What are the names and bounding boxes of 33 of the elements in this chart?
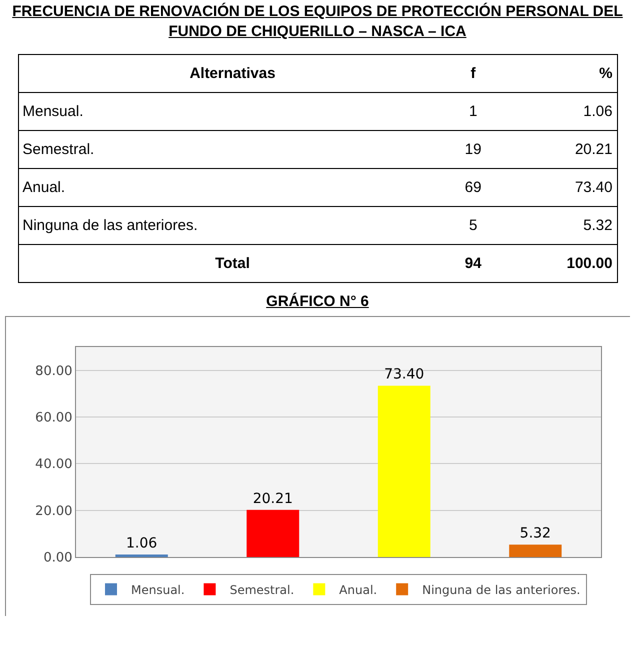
legend-label: Semestral. xyxy=(230,582,294,597)
text: 19 xyxy=(446,130,500,168)
text: 73.40 xyxy=(500,168,617,206)
data-label: 5.32 xyxy=(520,526,551,542)
y-tick-label: 20.00 xyxy=(35,504,72,519)
legend-label: Mensual. xyxy=(131,582,185,597)
text: 69 xyxy=(446,168,500,206)
text: 1 xyxy=(446,92,500,130)
text: Ninguna de las anteriores. xyxy=(18,206,446,244)
text: 94 xyxy=(446,244,500,282)
text: 5 xyxy=(446,206,500,244)
text: Total xyxy=(18,244,446,282)
chart-title: GRÁFICO N° 6 xyxy=(265,293,370,310)
legend-label: Ninguna de las anteriores. xyxy=(422,582,580,597)
text: 100.00 xyxy=(500,244,617,282)
data-label: 20.21 xyxy=(252,490,293,507)
category-label: % xyxy=(500,54,617,92)
text: Mensual. xyxy=(18,92,446,130)
y-tick-label: 40.00 xyxy=(35,457,72,472)
legend-label: Anual. xyxy=(339,582,378,597)
y-tick-label: 60.00 xyxy=(35,410,72,426)
data-label: 73.40 xyxy=(384,366,424,383)
y-tick-label: 0.00 xyxy=(43,550,72,566)
text: Anual. xyxy=(18,168,446,206)
data-label: 1.06 xyxy=(126,536,158,552)
y-tick-label: 80.00 xyxy=(35,364,72,379)
category-label: Alternativas xyxy=(18,54,446,92)
text: 20.21 xyxy=(500,130,617,168)
category-label: f xyxy=(446,54,500,92)
text: 1.06 xyxy=(500,92,617,130)
text: 5.32 xyxy=(500,206,617,244)
text: Semestral. xyxy=(18,130,446,168)
text: FRECUENCIA DE RENOVACIÓN DE LOS EQUIPOS DE PROTECCIÓN PERSONAL DEL FUNDO DE CHIQUERILLO – NASCA – ICA xyxy=(11,2,624,42)
